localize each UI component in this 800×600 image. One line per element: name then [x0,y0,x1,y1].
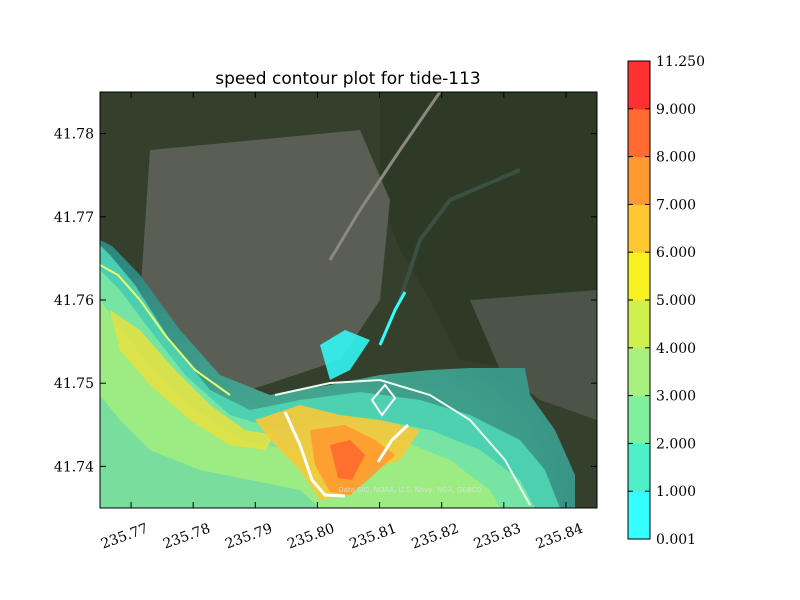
colorbar-segment [628,491,650,540]
colorbar-label: 7.000 [656,197,696,213]
x-tick-label: 235.79 [223,521,275,553]
colorbar-label: 0.001 [656,532,696,548]
x-tick-label: 235.84 [534,521,586,553]
shoreline-arc [274,378,531,506]
colorbar-segment [628,156,650,205]
jetty-line [283,411,346,498]
colorbar: 0.001 1.000 2.000 3.000 4.000 5.000 6.000 7.000… [627,54,705,548]
colorbar-segment [628,61,650,110]
colorbar-segment [628,443,650,492]
contour-level-4 [110,310,275,450]
west-shoreline [100,264,231,396]
breakwater-loop [370,383,397,417]
x-tick-label: 235.81 [347,521,399,553]
colorbar-segment [628,204,650,253]
colorbar-label: 3.000 [656,389,696,405]
x-tick-label: 235.83 [472,521,524,553]
colorbar-label: 6.000 [656,245,696,261]
harbor-channel [320,330,370,380]
colorbar-label: 1.000 [656,484,696,500]
y-tick-label: 41.77 [54,210,94,226]
town-area [140,130,390,390]
map-attribution: Data SIO, NOAA, U.S. Navy, NGA, GEBCO [338,486,482,494]
plot-area: Data SIO, NOAA, U.S. Navy, NGA, GEBCO [100,92,597,508]
x-tick-label: 235.77 [99,521,151,553]
y-axis: 41.74 41.75 41.76 41.77 41.78 [54,127,597,475]
y-tick-label: 41.75 [54,376,94,392]
chart-title: speed contour plot for tide-113 [215,69,481,89]
town-area-east [470,290,597,420]
colorbar-segment [628,347,650,397]
contour-overlay [100,240,575,508]
colorbar-label: 8.000 [656,150,696,166]
river-channel [378,291,407,346]
y-tick-label: 41.74 [54,459,94,475]
colorbar-label: 4.000 [656,341,696,357]
contour-level-west [100,395,320,508]
colorbar-segment [628,300,650,349]
x-tick-label: 235.78 [161,521,213,553]
y-tick-label: 41.78 [54,127,94,143]
colorbar-segment [628,252,650,301]
river-line [398,168,521,301]
jetty-line-east [376,423,410,463]
colorbar-segment [628,395,650,444]
colorbar-label: 2.000 [656,436,696,452]
y-tick-label: 41.76 [54,293,94,309]
colorbar-segment [628,108,650,158]
colorbar-frame [627,60,651,540]
x-tick-label: 235.82 [410,521,462,553]
contour-level-7 [330,440,365,480]
x-tick-label: 235.80 [285,521,337,553]
highway-line [328,92,442,261]
colorbar-label: 11.250 [656,54,705,70]
colorbar-label: 9.000 [656,102,696,118]
colorbar-label: 5.000 [656,293,696,309]
